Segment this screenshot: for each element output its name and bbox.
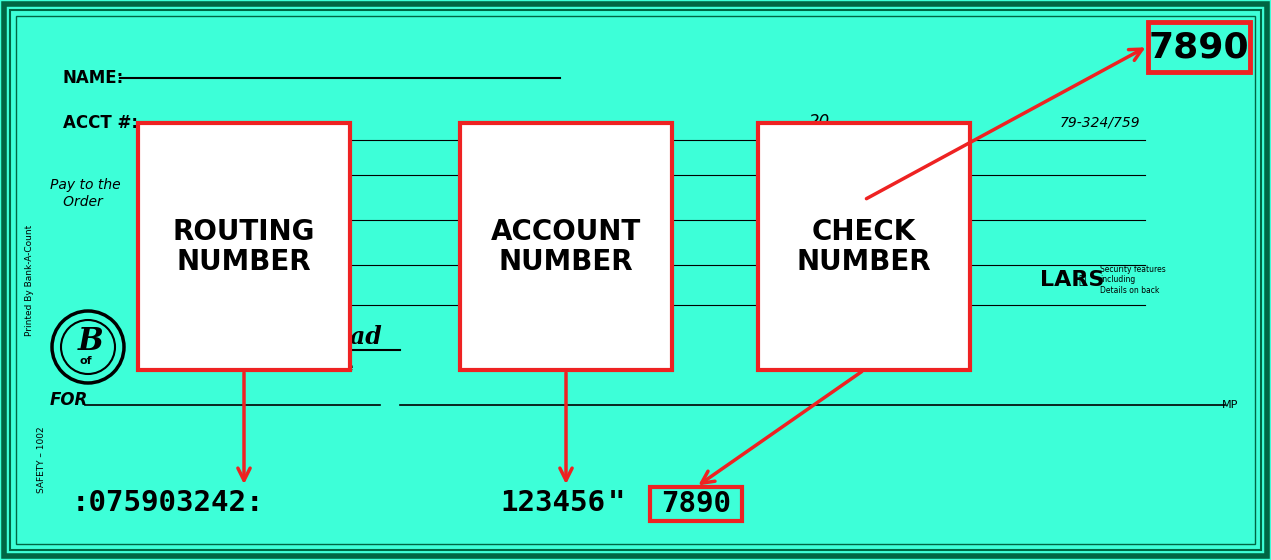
FancyBboxPatch shape: [139, 123, 350, 370]
Text: 🔒: 🔒: [1078, 273, 1085, 287]
FancyBboxPatch shape: [460, 123, 672, 370]
FancyBboxPatch shape: [1148, 22, 1249, 72]
Text: Brodhead - Orfordville: Brodhead - Orfordville: [144, 360, 353, 376]
Text: NUMBER: NUMBER: [177, 249, 311, 277]
Text: NAME:: NAME:: [64, 69, 125, 87]
Text: SAFETY – 1002: SAFETY – 1002: [38, 427, 47, 493]
FancyBboxPatch shape: [758, 123, 970, 370]
Text: ACCT #:: ACCT #:: [64, 114, 139, 132]
Text: Pay to the: Pay to the: [50, 178, 121, 192]
Text: 7890: 7890: [661, 490, 731, 518]
FancyBboxPatch shape: [649, 487, 742, 521]
Text: Security features
including
Details on back: Security features including Details on b…: [1099, 265, 1166, 295]
Text: FOR: FOR: [50, 391, 88, 409]
Text: CHECK: CHECK: [812, 218, 916, 246]
Text: of: of: [80, 356, 93, 366]
Text: 123456: 123456: [500, 489, 605, 517]
Text: Order: Order: [50, 195, 103, 209]
Text: NUMBER: NUMBER: [797, 249, 932, 277]
Text: :075903242:: :075903242:: [72, 489, 264, 517]
Text: LARS: LARS: [1040, 270, 1104, 290]
Text: Bank of Brodhead: Bank of Brodhead: [144, 325, 383, 349]
Text: Printed By Bank-A-Count: Printed By Bank-A-Count: [25, 225, 34, 335]
Text: NUMBER: NUMBER: [498, 249, 633, 277]
Text: B: B: [78, 325, 104, 357]
Text: 79-324/759: 79-324/759: [1059, 115, 1140, 129]
Text: ROUTING: ROUTING: [173, 218, 315, 246]
Text: MP: MP: [1221, 400, 1238, 410]
Text: ACCOUNT: ACCOUNT: [491, 218, 641, 246]
Text: ": ": [608, 489, 625, 517]
Text: 20: 20: [810, 113, 831, 131]
Text: 7890: 7890: [1149, 30, 1249, 64]
